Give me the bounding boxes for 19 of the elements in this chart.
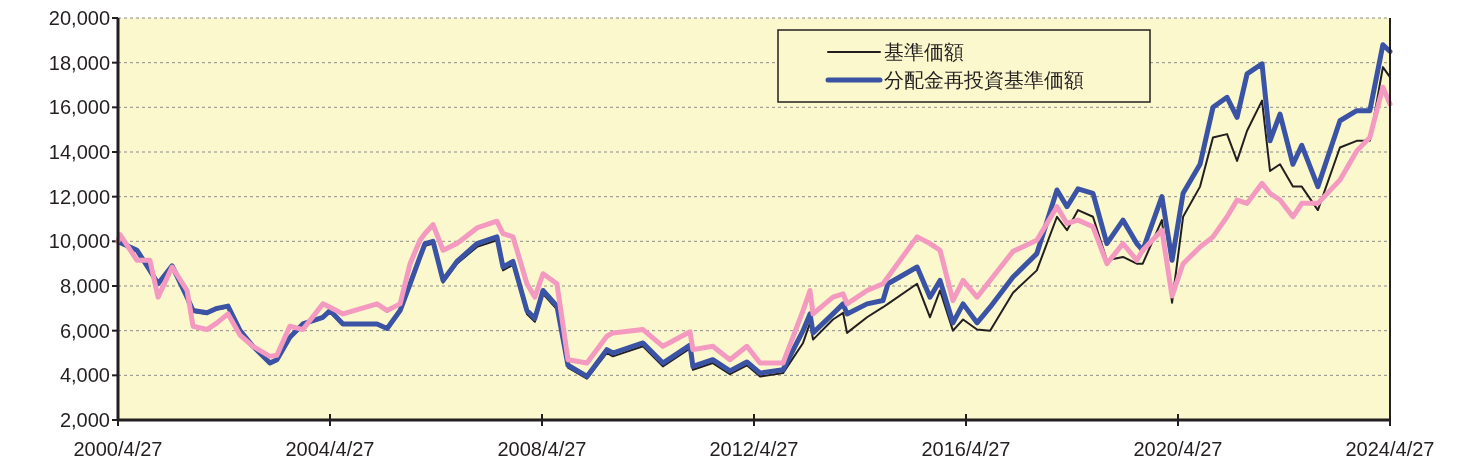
y-tick-label: 16,000 <box>48 96 110 119</box>
x-tick-label: 2016/4/27 <box>921 438 1011 460</box>
x-tick-label: 2012/4/27 <box>709 438 799 460</box>
y-tick-label: 14,000 <box>48 141 110 163</box>
y-tick-label: 8,000 <box>59 275 110 297</box>
x-tick-label: 2000/4/27 <box>73 438 163 460</box>
y-tick-label: 12,000 <box>48 185 110 208</box>
x-tick-label: 2020/4/27 <box>1133 438 1223 460</box>
legend-label: 基準価額 <box>884 41 964 63</box>
y-tick-label: 10,000 <box>48 230 110 253</box>
legend-label: 分配金再投資基準価額 <box>884 69 1084 91</box>
y-tick-label: 2,000 <box>59 409 110 431</box>
x-tick-label: 2004/4/27 <box>285 438 375 460</box>
y-tick-label: 18,000 <box>48 51 110 74</box>
x-tick-label: 2008/4/27 <box>497 438 587 460</box>
y-tick-label: 4,000 <box>59 364 110 387</box>
x-tick-label: 2024/4/27 <box>1345 438 1435 460</box>
y-tick-label: 20,000 <box>48 7 110 29</box>
y-tick-label: 6,000 <box>59 319 110 342</box>
